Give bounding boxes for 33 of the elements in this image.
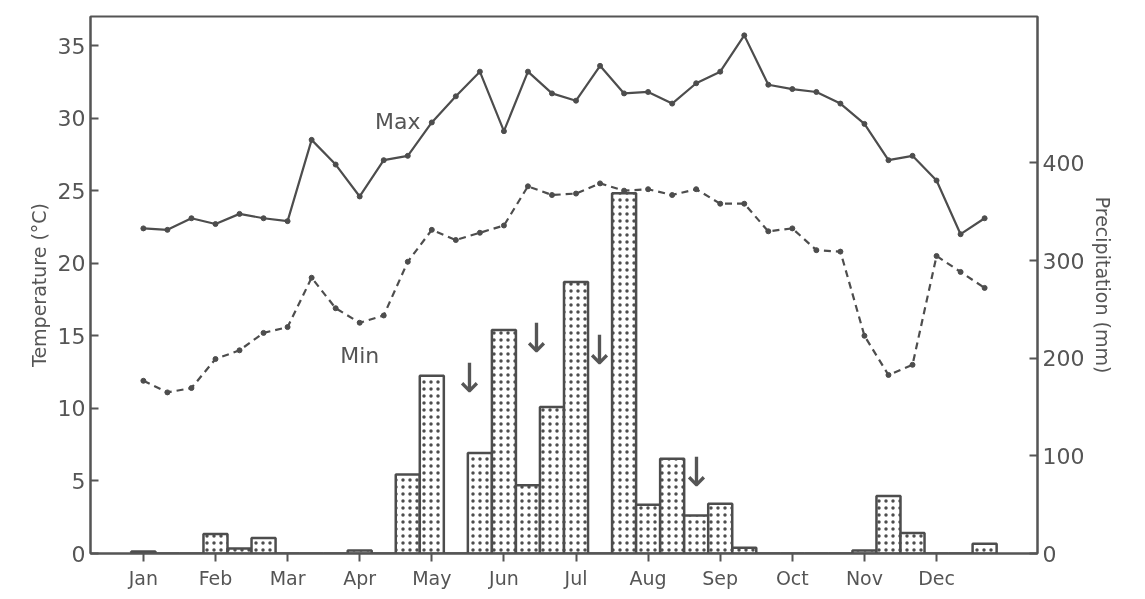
y-tick-label: 0 [71,541,86,567]
y-tick-label: 10 [57,396,86,422]
y-tick-label: 5 [71,468,86,494]
x-tick-label: Mar [269,566,306,589]
x-tick-label: Jul [563,566,588,589]
annotation: ↓ [679,448,714,495]
x-tick-label: Aug [629,566,667,589]
y-tick-label: 15 [57,323,86,349]
y-axis-title: Temperature (°C) [27,202,50,368]
y-tick-label: 25 [57,178,86,204]
x-tick-label: May [412,566,452,589]
annotation: ↓ [519,314,554,361]
y2-tick-label: 200 [1042,346,1085,372]
y2-tick-label: 300 [1042,248,1085,274]
x-tick-label: Oct [775,566,809,589]
x-tick-label: Apr [343,566,377,589]
y2-axis-title: Precipitation (mm) [1092,196,1115,374]
y2-tick-label: 400 [1042,150,1085,176]
series-label: Max [375,108,421,134]
x-tick-label: Nov [845,566,883,589]
x-tick-label: Sep [702,566,739,589]
annotation: ↓ [582,326,617,373]
y2-tick-label: 0 [1042,541,1057,567]
annotation: ↓ [452,354,487,401]
x-tick-label: Feb [198,566,233,589]
y-tick-label: 35 [57,33,86,59]
series-label: Min [340,342,380,368]
x-tick-label: Jun [488,566,519,589]
y-tick-label: 20 [57,251,86,277]
y2-tick-label: 100 [1042,443,1085,469]
x-tick-label: Jan [127,566,159,589]
y-tick-label: 30 [57,106,86,132]
x-tick-label: Dec [918,566,955,589]
